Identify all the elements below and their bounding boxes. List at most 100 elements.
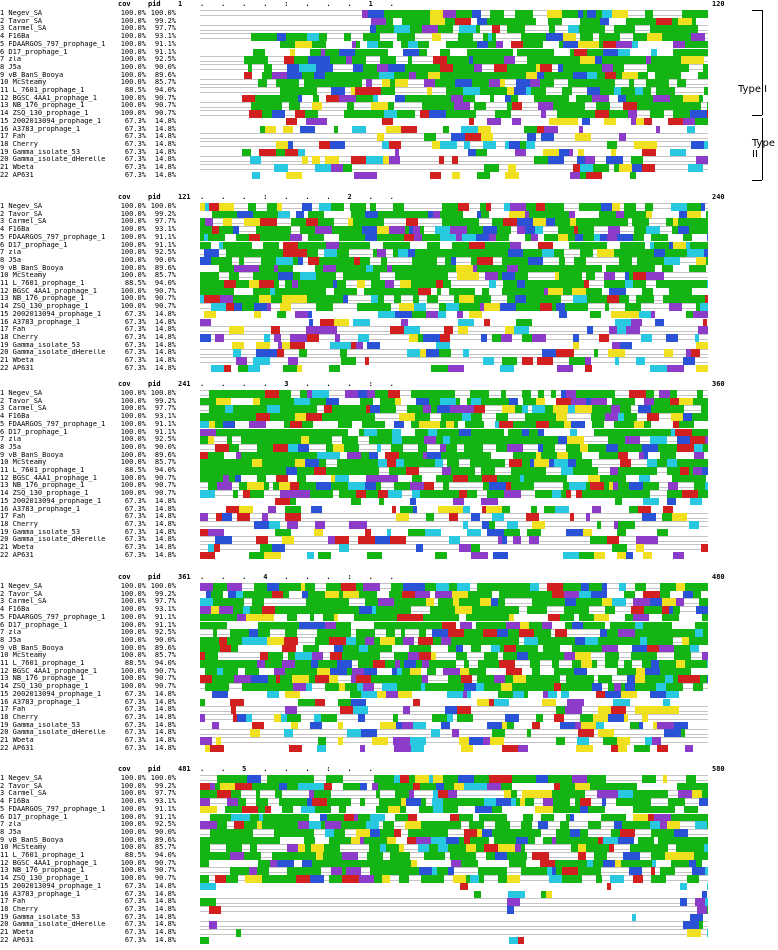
sequence-identity: 14.8% [154, 689, 176, 698]
sequence-row: 22 AP631 67.3% 14.8% [0, 935, 778, 945]
sequence-coverage: 100.0% [120, 643, 146, 652]
alignment-sequence [200, 490, 708, 498]
sequence-coverage: 100.0% [120, 628, 146, 637]
sequence-coverage: 100.0% [120, 620, 146, 629]
sequence-coverage: 67.3% [124, 728, 146, 737]
sequence-name: 6 D17_prophage_1 [0, 48, 68, 56]
alignment-sequence [200, 482, 708, 491]
sequence-coverage: 67.3% [124, 340, 146, 349]
alignment-sequence [200, 667, 708, 676]
sequence-identity: 14.8% [154, 543, 176, 551]
sequence-name: 10 McSteamy [0, 459, 47, 467]
sequence-identity: 100.0% [150, 774, 176, 782]
sequence-name: 21 Wbeta [0, 164, 34, 171]
sequence-coverage: 100.0% [120, 489, 146, 498]
sequence-coverage: 100.0% [120, 473, 146, 482]
sequence-row: 10 McSteamy 100.0% 85.7% [0, 272, 778, 280]
sequence-coverage: 100.0% [120, 78, 146, 87]
sequence-coverage: 100.0% [120, 109, 146, 118]
alignment-block: cov pid 481. . 5 . . . : . . 580 1 Negev_SA 1… [0, 765, 778, 950]
alignment-sequence [200, 644, 708, 653]
position-ruler: . . . . : . . . 1 . [200, 0, 394, 8]
sequence-name: 18 Cherry [0, 905, 38, 913]
alignment-sequence [200, 341, 708, 350]
sequence-coverage: 100.0% [120, 389, 146, 397]
sequence-name: 11 L_7601_prophage_1 [0, 280, 85, 287]
sequence-coverage: 67.3% [124, 935, 146, 944]
sequence-row: 16 A3783_prophage_1 67.3% 14.8% [0, 698, 778, 707]
sequence-row: 16 A3783_prophage_1 67.3% 14.8% [0, 504, 778, 514]
sequence-row: 7 zla 100.0% 92.5% [0, 628, 778, 637]
sequence-identity: 14.8% [154, 904, 176, 913]
sequence-coverage: 100.0% [120, 39, 146, 48]
alignment-sequence [200, 390, 708, 398]
sequence-identity: 14.8% [154, 496, 176, 505]
alignment-sequence [200, 241, 708, 250]
sequence-coverage: 67.3% [124, 743, 146, 752]
sequence-identity: 14.8% [154, 519, 176, 528]
sequence-name: 5 FDAARGOS_797_prophage_1 [0, 613, 106, 621]
cov-header: cov [118, 573, 131, 581]
sequence-coverage: 100.0% [120, 481, 146, 490]
alignment-sequence [200, 17, 708, 26]
sequence-identity: 93.1% [154, 797, 176, 806]
sequence-row: 12 BGSC_4AA1_prophage_1 100.0% 90.7% [0, 859, 778, 868]
alignment-sequence [200, 436, 708, 444]
sequence-identity: 14.8% [154, 155, 176, 164]
sequence-name: 11 L_7601_prophage_1 [0, 660, 85, 667]
sequence-name: 4 F16Ba [0, 606, 30, 614]
sequence-identity: 14.8% [154, 504, 176, 513]
sequence-row: 8 J5a 100.0% 90.0% [0, 63, 778, 72]
sequence-identity: 90.0% [154, 255, 176, 264]
sequence-coverage: 100.0% [120, 843, 146, 852]
sequence-row: 14 ZSQ_130_prophage_1 100.0% 90.7% [0, 302, 778, 311]
sequence-identity: 91.1% [154, 419, 176, 428]
sequence-coverage: 100.0% [120, 255, 146, 264]
sequence-coverage: 100.0% [120, 442, 146, 451]
sequence-name: 1 Negev_SA [0, 10, 43, 17]
sequence-row: 12 BGSC_4AA1_prophage_1 100.0% 90.7% [0, 473, 778, 483]
alignment-sequence [200, 140, 708, 149]
sequence-name: 17 Fah [0, 513, 26, 521]
sequence-identity: 14.8% [154, 705, 176, 714]
sequence-row: 8 J5a 100.0% 90.0% [0, 636, 778, 645]
sequence-identity: 100.0% [150, 389, 176, 397]
sequence-name: 13 NB_176_prophage_1 [0, 102, 85, 110]
alignment-sequence [200, 420, 708, 429]
pid-header: pid [148, 193, 161, 201]
sequence-coverage: 100.0% [120, 32, 146, 41]
alignment-sequence [200, 171, 708, 180]
sequence-row: 15 2002013094_prophage_1 67.3% 14.8% [0, 309, 778, 319]
sequence-coverage: 67.3% [124, 132, 146, 141]
alignment-sequence [200, 110, 708, 118]
type-i-label: Type I [738, 84, 768, 95]
alignment-sequence [200, 474, 708, 483]
sequence-identity: 90.7% [154, 286, 176, 295]
sequence-row: 9 vB_BanS_Booya 100.0% 89.6% [0, 450, 778, 460]
sequence-row: 20 Gamma_isolate_dHerelle 67.3% 14.8% [0, 536, 778, 544]
sequence-name: 21 Wbeta [0, 929, 34, 936]
sequence-row: 17 Fah 67.3% 14.8% [0, 512, 778, 521]
sequence-row: 8 J5a 100.0% 90.0% [0, 828, 778, 837]
sequence-row: 12 BGSC_4AA1_prophage_1 100.0% 90.7% [0, 286, 778, 296]
sequence-row: 8 J5a 100.0% 90.0% [0, 255, 778, 265]
alignment-sequence [200, 729, 708, 737]
alignment-sequence [200, 690, 708, 699]
sequence-identity: 14.8% [154, 132, 176, 141]
sequence-identity: 89.6% [154, 450, 176, 459]
sequence-row: 3 Carmel_SA 100.0% 97.7% [0, 790, 778, 799]
sequence-identity: 92.5% [154, 820, 176, 829]
sequence-row: 14 ZSQ_130_prophage_1 100.0% 90.7% [0, 874, 778, 883]
sequence-coverage: 100.0% [120, 202, 146, 210]
sequence-coverage: 67.3% [124, 317, 146, 326]
sequence-identity: 14.8% [154, 163, 176, 171]
sequence-name: 2 Tavor_SA [0, 210, 43, 218]
sequence-coverage: 67.3% [124, 309, 146, 318]
alignment-sequence [200, 218, 708, 227]
sequence-row: 1 Negev_SA 100.0% 100.0% [0, 582, 778, 591]
sequence-row: 22 AP631 67.3% 14.8% [0, 364, 778, 373]
sequence-coverage: 67.3% [124, 332, 146, 341]
alignment-sequence [200, 621, 708, 630]
sequence-identity: 14.8% [154, 116, 176, 125]
sequence-identity: 85.7% [154, 458, 176, 467]
